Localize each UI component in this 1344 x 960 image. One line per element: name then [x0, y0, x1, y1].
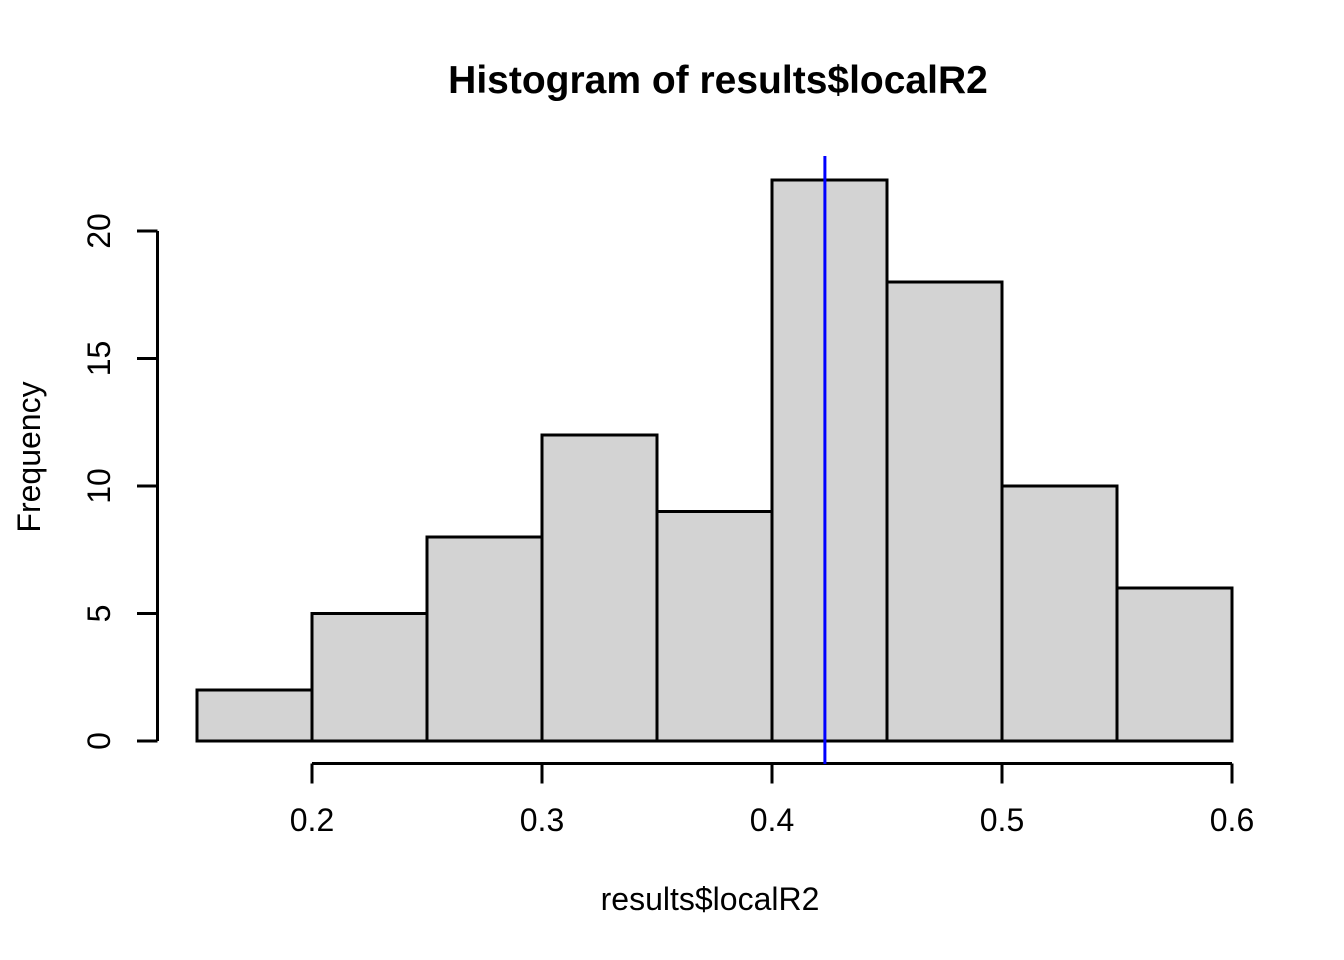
- x-tick-label: 0.2: [290, 802, 334, 838]
- histogram-bar: [1000, 484, 1119, 743]
- histogram-bar: [540, 433, 659, 743]
- x-axis-label: results$localR2: [601, 881, 820, 917]
- x-tick-label: 0.6: [1210, 802, 1254, 838]
- histogram-bar: [770, 178, 889, 743]
- y-tick-label: 5: [81, 605, 117, 623]
- x-tick-label: 0.5: [980, 802, 1024, 838]
- x-tick-label: 0.3: [520, 802, 564, 838]
- chart-title: Histogram of results$localR2: [448, 59, 988, 102]
- histogram-bar: [195, 688, 314, 743]
- histogram-bar: [425, 535, 544, 743]
- y-tick-label: 10: [81, 468, 117, 504]
- y-axis-label: Frequency: [11, 381, 47, 532]
- y-tick-label: 0: [81, 732, 117, 750]
- plot-area: 0 5 10 15 20 0.2 0.3 0.4 0.5 0.6: [81, 156, 1254, 838]
- histogram-bar: [1115, 586, 1234, 743]
- histogram-bar: [655, 510, 774, 743]
- histogram-bar: [310, 612, 429, 743]
- histogram-bar: [885, 280, 1004, 743]
- y-tick-label: 15: [81, 341, 117, 377]
- x-tick-label: 0.4: [750, 802, 794, 838]
- y-tick-label: 20: [81, 213, 117, 249]
